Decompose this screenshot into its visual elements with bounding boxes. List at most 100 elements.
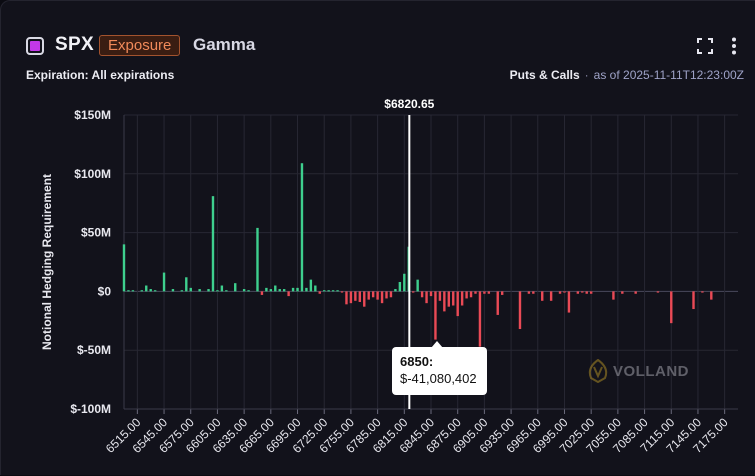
- gamma-bar: [122, 244, 126, 292]
- exposure-button[interactable]: Exposure: [99, 35, 181, 56]
- gamma-bar: [420, 291, 424, 298]
- gamma-bar: [363, 291, 366, 307]
- gamma-bar: [447, 291, 450, 307]
- gamma-bar: [398, 281, 402, 292]
- gamma-bar: [460, 291, 464, 306]
- gamma-bar: [634, 291, 637, 294]
- gamma-bar: [274, 285, 277, 292]
- gamma-bar: [469, 291, 473, 298]
- gamma-bar: [314, 285, 317, 292]
- gamma-bar: [621, 291, 624, 294]
- gamma-bar: [474, 291, 477, 294]
- gamma-bar: [305, 287, 308, 292]
- tooltip-value: $-41,080,402: [400, 371, 477, 386]
- gamma-bar: [278, 289, 281, 292]
- gamma-bar: [692, 291, 695, 310]
- gamma-exposure-chart[interactable]: $150M$100M$50M$0$-50M$-100M6515.006545.0…: [1, 91, 755, 476]
- gamma-bar: [589, 291, 593, 294]
- gamma-bar: [563, 291, 566, 293]
- gamma-bar: [656, 291, 660, 293]
- gamma-bar: [567, 291, 571, 313]
- gamma-bar: [581, 291, 584, 293]
- gamma-bar: [456, 291, 459, 317]
- y-tick-label: $100M: [74, 167, 111, 181]
- watermark-text: VOLLAND: [613, 362, 689, 380]
- gamma-bar: [403, 273, 406, 292]
- gamma-bar: [216, 290, 219, 292]
- gamma-bar: [269, 289, 273, 292]
- gamma-bar: [323, 290, 326, 292]
- gamma-bar: [612, 291, 615, 300]
- gamma-bar: [429, 291, 433, 297]
- gamma-bar: [380, 291, 384, 304]
- gamma-bar: [131, 290, 135, 292]
- gamma-bar: [434, 291, 437, 340]
- gamma-bar: [425, 291, 428, 304]
- more-vertical-icon[interactable]: [727, 36, 741, 56]
- gamma-bar: [412, 291, 415, 293]
- gamma-bar: [518, 291, 522, 330]
- gamma-bar: [256, 227, 259, 292]
- gamma-bar: [287, 291, 290, 297]
- chart-meta: Puts & Calls · as of 2025-11-11T12:23:00Z: [510, 68, 744, 82]
- ticker-symbol: SPX: [55, 34, 94, 55]
- expiration-filter[interactable]: Expiration: All expirations: [26, 68, 175, 82]
- gamma-bar: [389, 291, 393, 298]
- gamma-bar: [265, 287, 268, 292]
- gamma-bar: [710, 291, 713, 300]
- gamma-bar: [153, 290, 157, 292]
- gamma-bar: [198, 289, 201, 292]
- gamma-bar: [576, 291, 580, 294]
- gamma-bar: [443, 291, 446, 312]
- gamma-bar: [291, 287, 295, 292]
- gamma-selector[interactable]: Gamma: [193, 35, 256, 54]
- y-tick-label: $50M: [81, 226, 111, 240]
- gamma-bar: [527, 291, 531, 294]
- y-axis-title: Notional Hedging Requirement: [40, 174, 54, 350]
- gamma-bar: [162, 272, 166, 292]
- gamma-bar: [336, 290, 339, 292]
- meta-separator: ·: [584, 68, 589, 82]
- gamma-bar: [220, 285, 224, 292]
- gamma-bar: [354, 291, 357, 301]
- gamma-bar: [185, 277, 188, 292]
- gamma-bar: [670, 291, 673, 324]
- gamma-bar: [701, 291, 704, 293]
- ticker-logo-icon: [26, 37, 44, 55]
- y-tick-label: $-100M: [70, 402, 111, 416]
- gamma-bar: [367, 291, 370, 300]
- spot-price-label: $6820.65: [384, 97, 434, 111]
- gamma-bar: [211, 196, 215, 292]
- gamma-bar: [394, 289, 397, 292]
- gamma-bar: [500, 291, 504, 295]
- gamma-bar: [180, 290, 184, 292]
- gamma-bar: [207, 289, 210, 292]
- gamma-bar: [558, 291, 562, 294]
- gamma-bar: [331, 290, 335, 292]
- gamma-bar: [585, 291, 588, 294]
- gamma-bar: [371, 291, 375, 298]
- gamma-bar: [296, 287, 299, 292]
- gamma-bar: [532, 291, 535, 294]
- volland-watermark: VOLLAND: [587, 359, 689, 383]
- gamma-bar: [127, 290, 130, 292]
- gamma-bar: [478, 291, 482, 347]
- gamma-bar: [234, 283, 237, 292]
- puts-calls-filter[interactable]: Puts & Calls: [509, 68, 580, 82]
- gamma-bar: [376, 291, 379, 300]
- gamma-bar: [149, 289, 152, 292]
- gamma-bar: [465, 291, 468, 299]
- gamma-bar: [145, 285, 148, 292]
- gamma-bar: [549, 291, 553, 301]
- gamma-bar: [282, 289, 286, 292]
- y-tick-label: $-50M: [77, 343, 111, 357]
- gamma-bar: [452, 291, 455, 306]
- gamma-bar: [340, 291, 344, 293]
- fullscreen-icon[interactable]: [695, 36, 715, 56]
- y-tick-label: $150M: [74, 108, 111, 122]
- gamma-bar: [300, 163, 304, 292]
- volland-logo-icon: [588, 359, 608, 383]
- gamma-bar: [260, 291, 264, 295]
- gamma-bar: [242, 289, 246, 292]
- gamma-bar: [309, 279, 313, 292]
